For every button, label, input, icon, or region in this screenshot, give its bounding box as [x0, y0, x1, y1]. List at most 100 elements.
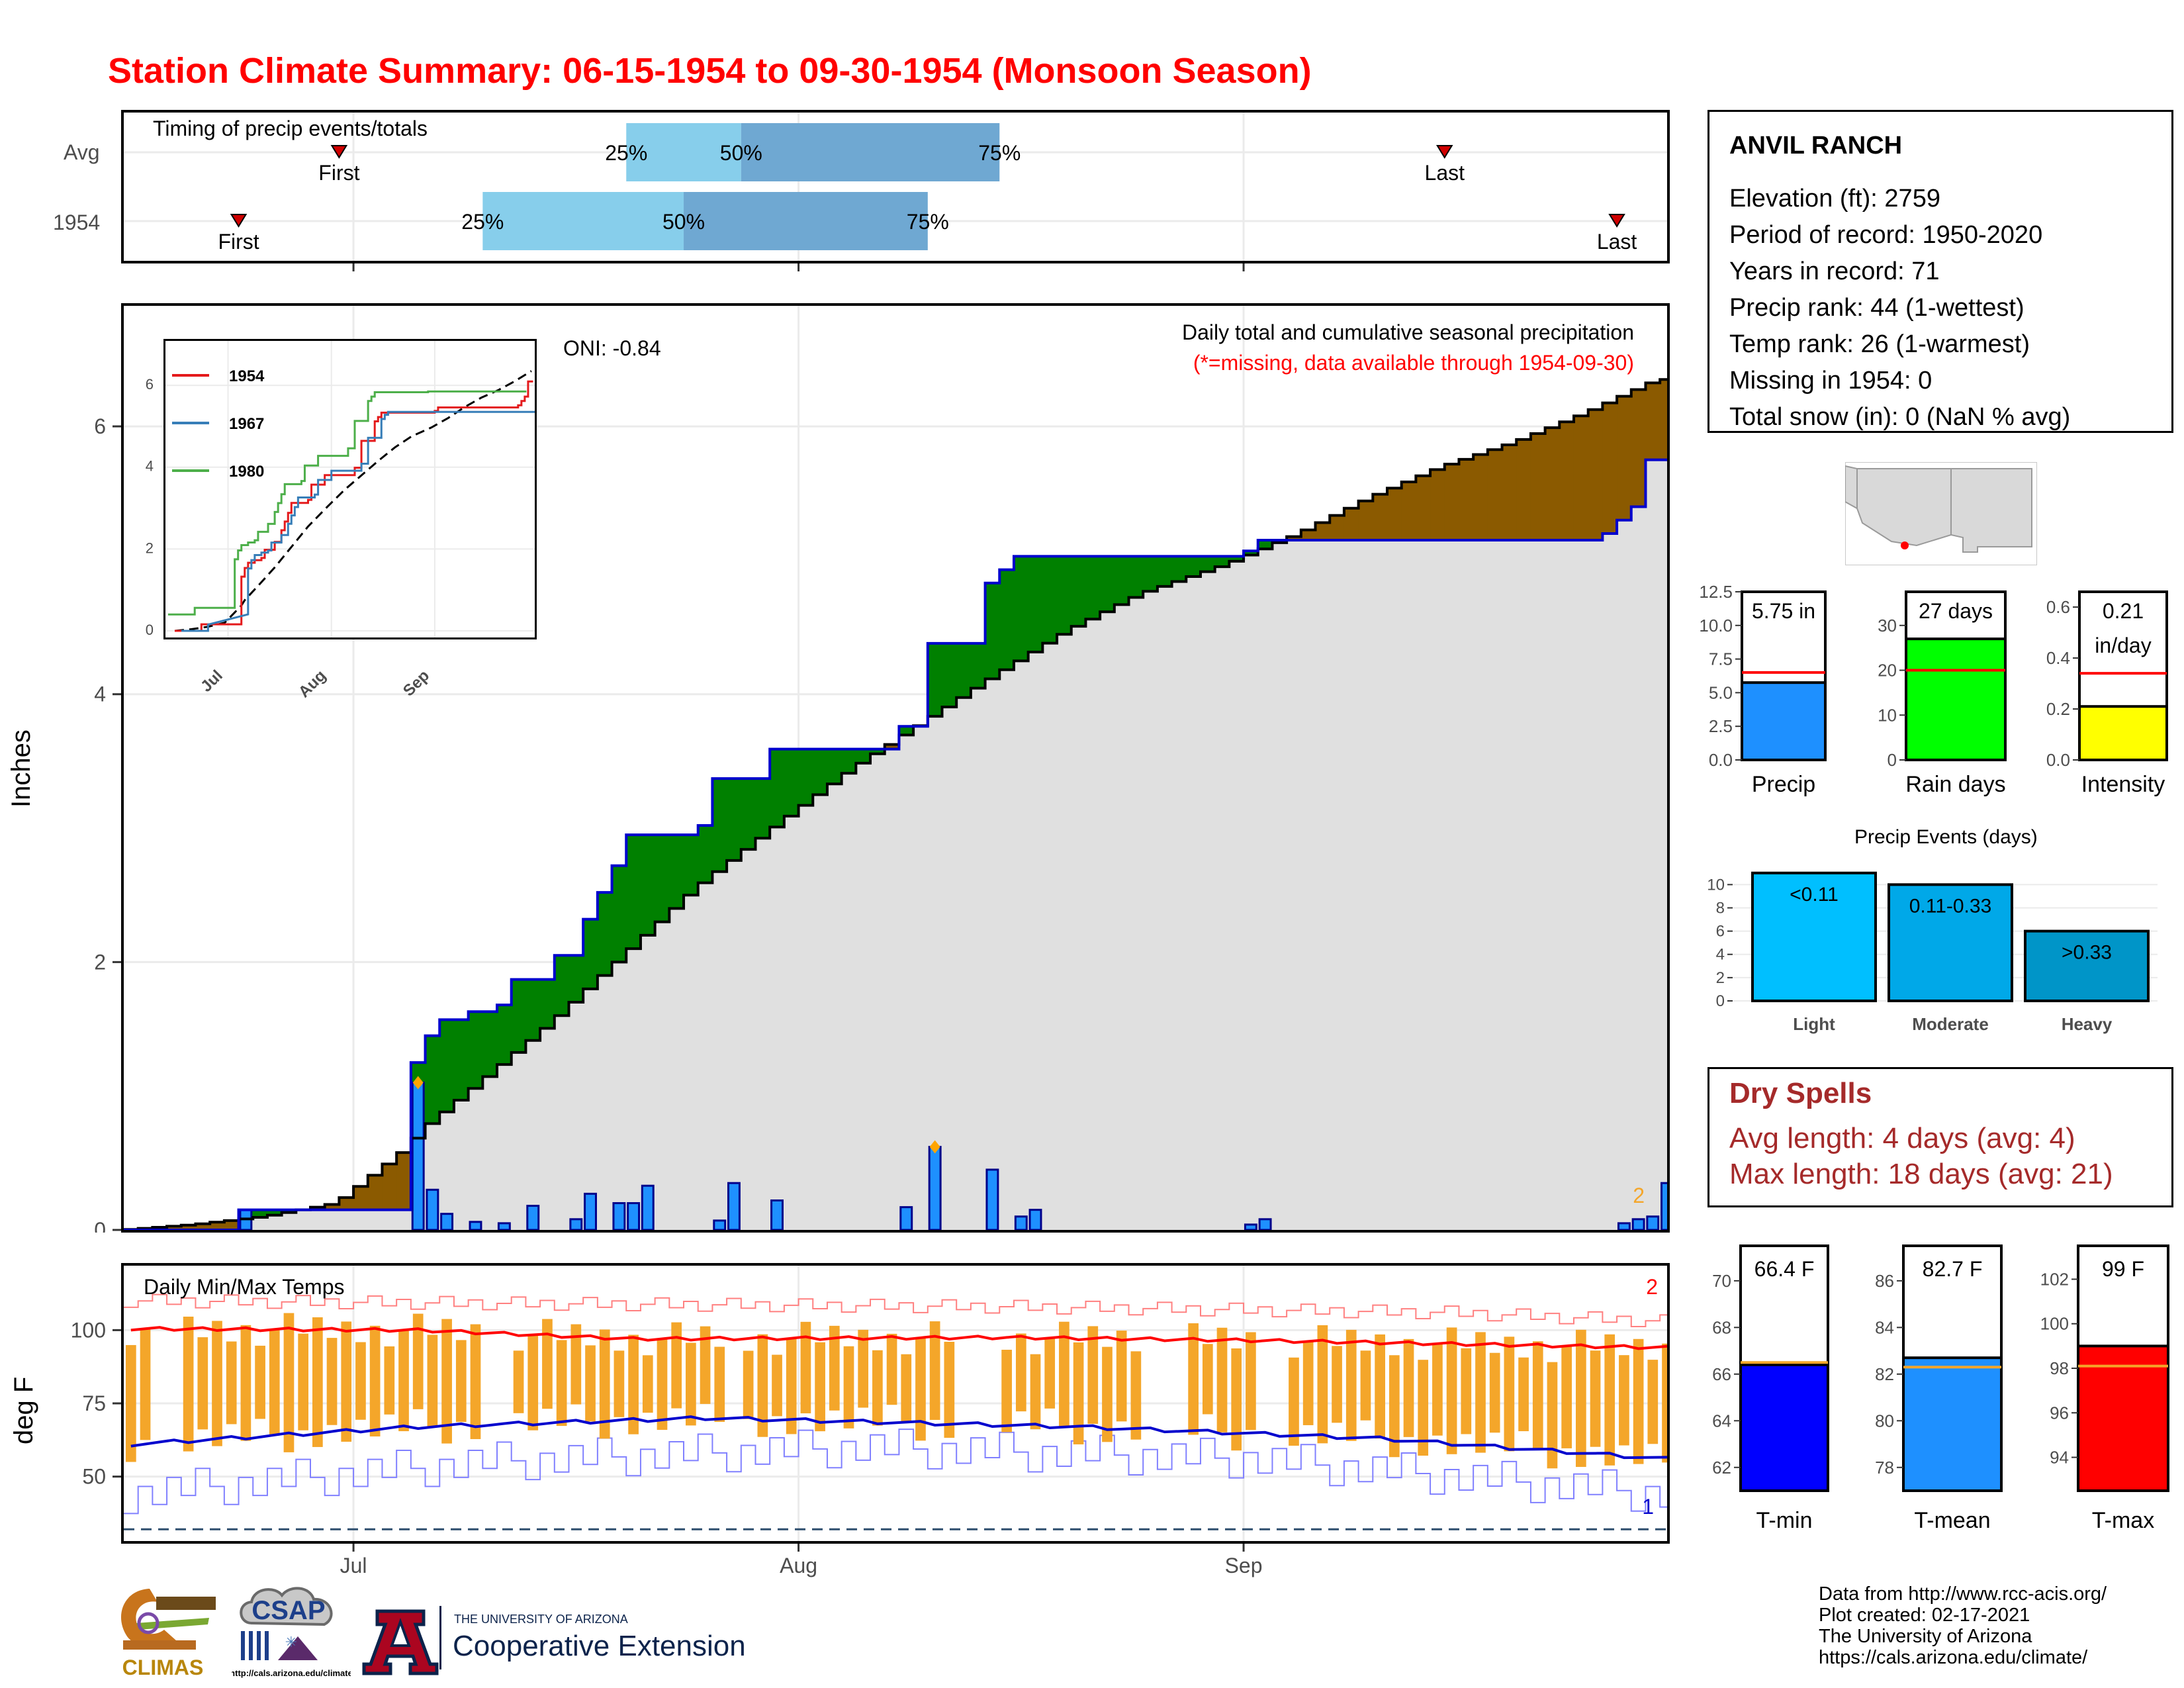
precip-event-bar [2024, 929, 2150, 1002]
daily-temp-range-bar [929, 1321, 940, 1420]
daily-temp-range-bar [298, 1333, 309, 1430]
summary-bar-label: Precip [1752, 772, 1815, 797]
surplus-area [267, 1209, 283, 1215]
deficit-area [1645, 383, 1661, 460]
precip-event-category-label: Heavy [2062, 1014, 2113, 1034]
daily-temp-range-bar [312, 1317, 323, 1447]
y-tick-label: 6 [1716, 923, 1725, 941]
daily-temp-range-bar [1073, 1342, 1084, 1444]
last-label: Last [1597, 230, 1637, 254]
daily-temp-range-bar [542, 1319, 553, 1409]
station-line-temp-rank: Temp rank: 26 (1-warmest) [1729, 330, 2030, 358]
temp-summary-bar [1739, 1363, 1829, 1492]
daily-temp-range-bar [1547, 1362, 1558, 1469]
surplus-area [770, 749, 785, 827]
inset-legend-label: 1954 [229, 367, 265, 385]
inset-x-tick-label: Jul [197, 667, 226, 696]
surplus-area [597, 892, 613, 976]
daily-temp-range-bar [1475, 1332, 1486, 1453]
precip-panel: ONI: -0.84 Daily total and cumulative se… [121, 303, 1670, 1233]
daily-temp-range-bar [369, 1325, 381, 1437]
svg-text:✳: ✳ [285, 1634, 297, 1650]
surplus-area [712, 778, 727, 872]
p50-label: 50% [720, 141, 762, 165]
surplus-area [569, 955, 584, 1003]
summary-bar [2078, 705, 2168, 762]
y-tick-label: 94 [2050, 1448, 2069, 1468]
surplus-area [253, 1209, 268, 1217]
surplus-area [655, 835, 670, 922]
daily-temp-range-bar [556, 1340, 567, 1427]
cumulative-baseline-area [124, 459, 1667, 1230]
daily-temp-range-bar [1489, 1352, 1500, 1433]
daily-temp-range-bar [1216, 1327, 1228, 1432]
deficit-area [1387, 488, 1402, 541]
daily-temp-range-bar [1030, 1354, 1041, 1430]
deficit-area [367, 1175, 383, 1210]
daily-temp-range-bar [341, 1321, 352, 1442]
deficit-area [1430, 469, 1445, 541]
ua-big-text: Cooperative Extension [453, 1630, 746, 1662]
surplus-area [525, 979, 541, 1041]
daily-temp-range-bar [1202, 1344, 1213, 1415]
daily-temp-range-bar [858, 1329, 869, 1408]
average-tmax-line [130, 1326, 1667, 1350]
y-tick-label: 50 [82, 1465, 106, 1489]
daily-precip-bar [928, 1146, 942, 1230]
daily-temp-range-bar [786, 1338, 797, 1434]
surplus-area [970, 643, 986, 688]
inset-chart: 1954 1967 1980 [165, 341, 535, 637]
y-tick-label: 0.0 [1709, 750, 1733, 770]
temp-summary-label: T-min [1756, 1508, 1813, 1533]
precip-event-range-label: >0.33 [2062, 942, 2112, 964]
temp-chart [124, 1266, 1667, 1541]
y-tick-label: 80 [1875, 1411, 1894, 1430]
inset-legend-label: 1980 [229, 463, 264, 481]
daily-precip-bar [627, 1202, 641, 1230]
inset-series-line [167, 390, 527, 616]
surplus-area [798, 749, 813, 806]
daily-temp-range-bar [355, 1342, 366, 1420]
daily-temp-range-bar [1317, 1325, 1328, 1444]
surplus-area [813, 749, 828, 795]
daily-temp-range-bar [570, 1324, 582, 1405]
deficit-area [1573, 416, 1589, 541]
record-max-line [124, 1293, 1667, 1328]
daily-temp-range-bar [1302, 1341, 1314, 1425]
surplus-area [1085, 556, 1101, 620]
deficit-area [210, 1222, 225, 1230]
daily-precip-bar [727, 1182, 741, 1230]
daily-temp-range-bar [1375, 1334, 1385, 1439]
p75-label: 75% [907, 210, 949, 234]
y-tick-label: 78 [1875, 1458, 1894, 1477]
first-event-marker [230, 214, 248, 228]
surplus-area [942, 643, 957, 707]
deficit-area [1545, 428, 1560, 541]
quartile-bar-25-50 [626, 123, 741, 181]
deficit-area [310, 1207, 326, 1210]
surplus-area [927, 643, 943, 717]
daily-temp-range-bar [1446, 1327, 1457, 1454]
daily-temp-range-bar [915, 1337, 926, 1441]
station-line-years: Years in record: 71 [1729, 258, 1940, 285]
daily-temp-range-bar [714, 1346, 725, 1422]
surplus-area [540, 979, 555, 1029]
daily-precip-bar [1617, 1222, 1631, 1230]
daily-temp-range-bar [455, 1340, 467, 1423]
temp-panel: Daily Min/Max Temps 2 1 [121, 1263, 1670, 1544]
daily-temp-range-bar [1504, 1336, 1515, 1452]
deficit-area [1358, 500, 1373, 541]
y-tick-label: 2.5 [1709, 716, 1733, 736]
daily-temp-range-bar [872, 1350, 883, 1426]
daily-temp-range-bar [1332, 1346, 1342, 1423]
y-tick-label: 0.6 [2046, 597, 2070, 617]
first-label: First [318, 161, 359, 185]
ua-divider [439, 1606, 441, 1669]
timing-panel: 25% 50% 75% First Last 25% 50% 75% First Last Tim… [121, 110, 1670, 263]
surplus-area [511, 979, 527, 1053]
daily-temp-range-bar [671, 1322, 682, 1409]
y-tick-label: 10 [1878, 705, 1897, 725]
deficit-area [1315, 522, 1330, 541]
daily-temp-range-bar [1360, 1350, 1371, 1421]
temp-summary-bar [1902, 1356, 2003, 1492]
